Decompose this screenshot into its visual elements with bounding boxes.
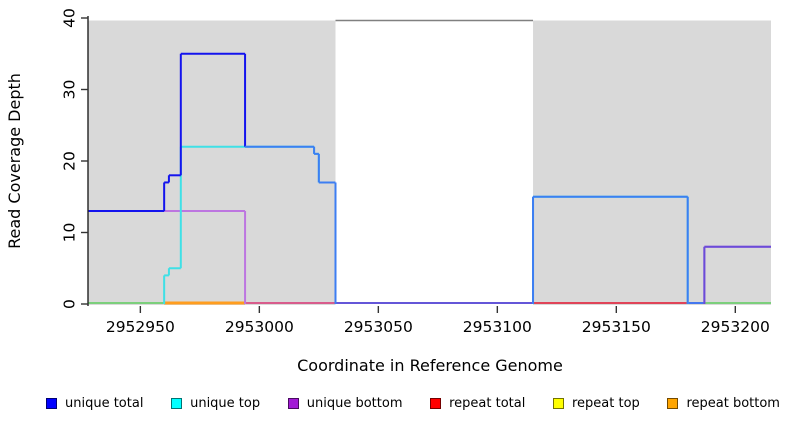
x-tick-label: 2953200: [701, 318, 770, 336]
axes: 0 10 20 30 40 2952950 2953000 2953050 2953100 295…: [60, 8, 769, 336]
legend-swatch-icon: [667, 398, 679, 409]
unique-region-2: [533, 20, 771, 305]
legend-label: unique total: [65, 396, 144, 411]
y-axis-title: Read Coverage Depth: [5, 73, 24, 249]
x-tick-label: 2953000: [225, 318, 294, 336]
legend-label: unique top: [190, 396, 261, 411]
legend-item-repeat-top: repeat top: [553, 396, 640, 411]
y-tick-label: 20: [60, 151, 78, 171]
legend-item-repeat-total: repeat total: [430, 396, 525, 411]
legend-label: repeat bottom: [686, 396, 780, 411]
coverage-chart-canvas: 0 10 20 30 40 2952950 2953000 2953050 2953100 295…: [5, 8, 771, 375]
y-tick-label: 10: [60, 223, 78, 243]
coverage-series-lines: [88, 52, 771, 304]
background-regions: [88, 19, 771, 305]
legend-item-unique-total: unique total: [46, 396, 143, 411]
x-tick-label: 2952950: [106, 318, 175, 336]
x-tick-label: 2953100: [463, 318, 532, 336]
x-tick-label: 2953050: [344, 318, 413, 336]
y-tick-label: 30: [60, 80, 78, 100]
y-tick-label: 40: [60, 8, 78, 28]
x-tick-label: 2953150: [582, 318, 651, 336]
y-tick-label: 0: [60, 299, 78, 309]
legend-label: repeat top: [572, 396, 640, 411]
legend-swatch-icon: [430, 398, 442, 409]
legend-swatch-icon: [287, 398, 299, 409]
legend-item-repeat-bottom: repeat bottom: [667, 396, 780, 411]
unique-region-1: [88, 20, 336, 305]
legend-label: unique bottom: [306, 396, 403, 411]
legend: unique total unique top unique bottom repea…: [46, 396, 780, 411]
legend-item-unique-top: unique top: [171, 396, 260, 411]
legend-label: repeat total: [449, 396, 526, 411]
legend-swatch-icon: [46, 398, 57, 409]
legend-swatch-icon: [171, 398, 183, 409]
x-axis-title: Coordinate in Reference Genome: [297, 356, 563, 375]
legend-swatch-icon: [553, 398, 564, 409]
legend-item-unique-bottom: unique bottom: [287, 396, 403, 411]
